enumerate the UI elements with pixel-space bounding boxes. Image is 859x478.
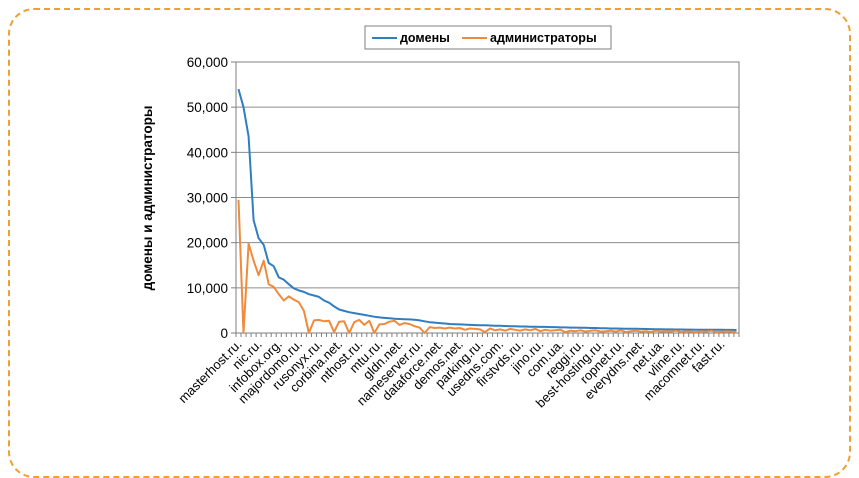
- y-tick-label: 30,000: [187, 191, 228, 206]
- legend-label-домены: домены: [400, 31, 450, 45]
- series-line-администраторы: [237, 199, 737, 334]
- series-layer: [237, 88, 737, 334]
- y-axis-title: домены и администраторы: [140, 106, 155, 291]
- y-tick-label: 10,000: [187, 281, 228, 296]
- legend: домены администраторы: [364, 25, 612, 50]
- y-tick-label: 40,000: [187, 145, 228, 160]
- x-axis-ticks: masterhost.ru.nic.ru.infobox.org.majordo…: [175, 333, 740, 410]
- y-tick-label: 0: [220, 326, 228, 341]
- y-axis-ticks: 0 10,000 20,000 30,000 40,000 50,000 60,000: [187, 55, 236, 341]
- legend-label-администраторы: администраторы: [490, 31, 597, 45]
- y-tick-label: 50,000: [187, 100, 228, 115]
- line-chart: 0 10,000 20,000 30,000 40,000 50,000 60,000 ma…: [140, 25, 740, 410]
- series-line-домены: [237, 88, 737, 331]
- y-tick-label: 20,000: [187, 236, 228, 251]
- gridlines: [236, 106, 739, 289]
- legend-box: [364, 25, 612, 50]
- y-tick-label: 60,000: [187, 55, 228, 70]
